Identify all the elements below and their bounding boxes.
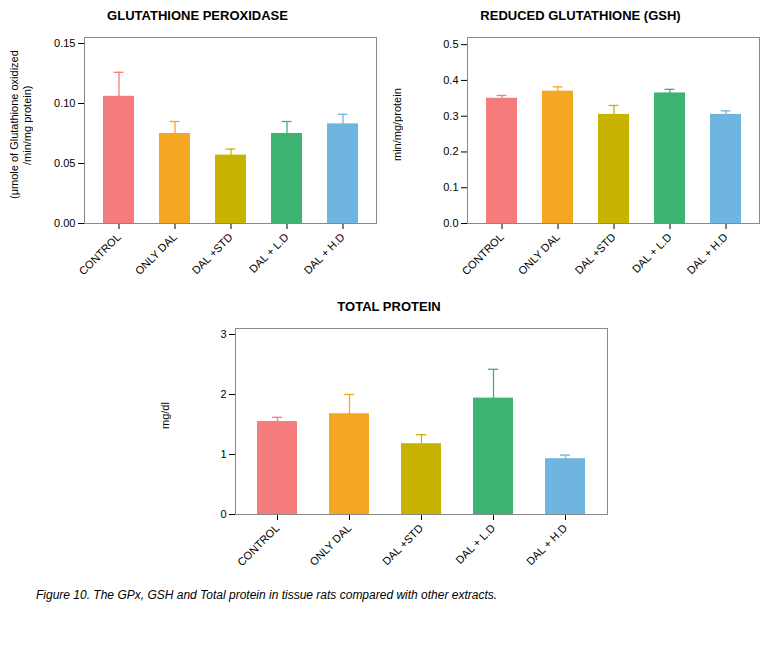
html-text:GLUTATHIONE PEROXIDASE: GLUTATHIONE PEROXIDASE: [107, 8, 288, 23]
svg-text:ONLY DAL: ONLY DAL: [515, 231, 561, 277]
svg-text:CONTROL: CONTROL: [235, 522, 282, 569]
svg-text:0.0: 0.0: [443, 217, 458, 229]
svg-text:DAL + L.D: DAL + L.D: [453, 522, 497, 566]
svg-text:3: 3: [220, 328, 226, 340]
svg-text:1: 1: [220, 448, 226, 460]
svg-text:ONLY DAL: ONLY DAL: [132, 231, 178, 277]
svg-text:0.2: 0.2: [443, 145, 458, 157]
html-text:mg/dl: mg/dl: [159, 402, 171, 430]
svg-text:CONTROL: CONTROL: [459, 231, 506, 278]
svg-text:0.10: 0.10: [54, 97, 75, 109]
html-text:Figure 10. The GPx, GSH and To: Figure 10. The GPx, GSH and Total protei…: [36, 588, 498, 602]
svg-text:ONLY DAL: ONLY DAL: [307, 522, 353, 568]
svg-text:CONTROL: CONTROL: [76, 231, 123, 278]
svg-text:0.3: 0.3: [443, 110, 458, 122]
svg-text:0.1: 0.1: [443, 181, 458, 193]
svg-text:0.4: 0.4: [443, 74, 458, 86]
svg-text:DAL +STD: DAL +STD: [572, 231, 618, 277]
svg-text:DAL +STD: DAL +STD: [189, 231, 235, 277]
html-text:(μmole of Glutathione oxidized: (μmole of Glutathione oxidized /min/mg p…: [7, 50, 33, 200]
svg-text:2: 2: [220, 388, 226, 400]
svg-text:0: 0: [220, 508, 226, 520]
html-text:REDUCED GLUTATHIONE (GSH): REDUCED GLUTATHIONE (GSH): [480, 8, 681, 23]
svg-text:DAL + H.D: DAL + H.D: [684, 231, 730, 277]
svg-text:DAL + H.D: DAL + H.D: [524, 522, 570, 568]
svg-text:0.00: 0.00: [54, 217, 75, 229]
html-text:min/mg/protein: min/mg/protein: [390, 88, 403, 162]
svg-text:DAL +STD: DAL +STD: [380, 522, 426, 568]
svg-text:0.15: 0.15: [54, 37, 75, 49]
svg-text:DAL + H.D: DAL + H.D: [301, 231, 347, 277]
svg-text:DAL + L.D: DAL + L.D: [629, 231, 673, 275]
svg-text:DAL + L.D: DAL + L.D: [246, 231, 290, 275]
html-text:TOTAL PROTEIN: TOTAL PROTEIN: [337, 299, 441, 314]
svg-text:0.5: 0.5: [443, 38, 458, 50]
svg-text:0.05: 0.05: [54, 157, 75, 169]
